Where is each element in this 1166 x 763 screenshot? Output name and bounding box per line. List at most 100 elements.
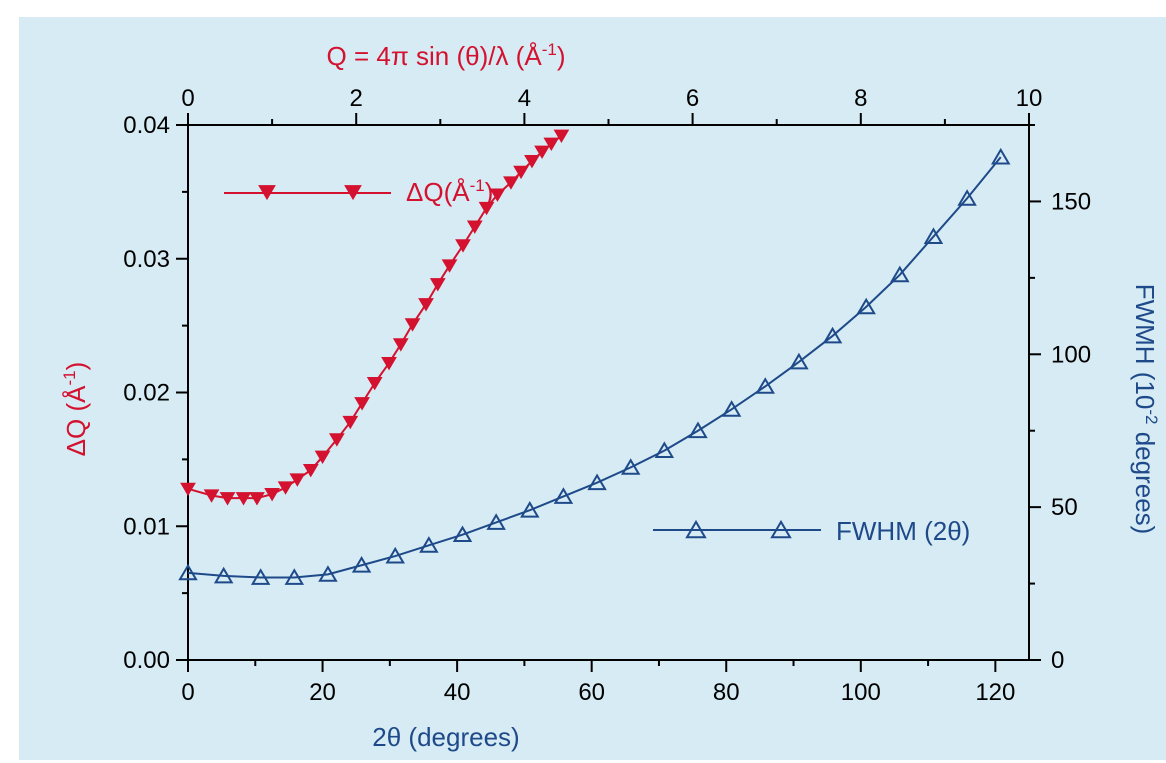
fwhm-series-point: [520, 501, 540, 518]
x-top-tick-label: 2: [350, 85, 363, 112]
fwhm-series-point: [587, 473, 607, 491]
dq-series-point: [478, 201, 495, 216]
y-left-tick-label: 0.03: [123, 246, 170, 273]
y-right-axis-label: FWMH (10-2 degrees): [1130, 284, 1161, 535]
fwhm-series-point: [957, 189, 977, 206]
x-top-axis-label-end: ): [557, 41, 566, 71]
x-bottom-tick-label: 20: [309, 679, 336, 706]
y-left-tick-label: 0.00: [123, 647, 170, 674]
dq-series-point: [534, 145, 550, 160]
legend-dq-label-sup: -1: [470, 176, 485, 195]
x-top-axis-label-sup: -1: [542, 40, 557, 59]
x-bottom-tick-label: 100: [841, 679, 881, 706]
dq-series-point: [441, 259, 458, 273]
y-left-axis-label-end: ): [61, 362, 91, 371]
fwhm-series-line: [187, 156, 1002, 579]
dq-series-point: [381, 356, 397, 371]
dq-series-point: [418, 298, 434, 312]
fwhm-series-point: [284, 568, 305, 585]
fwhm-series-point: [351, 556, 372, 573]
dq-series-point: [289, 473, 306, 487]
x-top-tick-label: 10: [1016, 85, 1043, 112]
dq-series-point: [314, 450, 331, 464]
dq-series-point: [342, 415, 359, 430]
dq-series-point: [219, 492, 236, 506]
legend-dq-marker: [344, 185, 362, 201]
dq-series-point: [366, 377, 383, 391]
fwhm-series-point: [452, 525, 473, 543]
legend-dq-marker: [258, 185, 276, 201]
legend-fwhm-marker: [770, 519, 792, 539]
x-bottom-tick-label: 0: [181, 679, 194, 706]
dq-series-point: [503, 176, 519, 190]
chart-svg: 0 20 40 60 80 100 120 0 2 4 6 8 10 0.00 0.01 0.02 0.03 0.…: [60, 40, 1161, 752]
y-left-axis-label: ΔQ (Å-1): [60, 362, 91, 457]
fwhm-series-point: [419, 536, 439, 553]
x-bottom-tick-label: 40: [444, 679, 471, 706]
dq-series-point: [328, 433, 345, 447]
dq-series-point: [302, 463, 319, 478]
dq-series-point: [203, 489, 220, 503]
x-top-tick-label: 8: [854, 85, 867, 112]
dq-series-point: [404, 318, 421, 332]
fwhm-series-point: [856, 297, 876, 315]
fwhm-series-point: [385, 546, 405, 564]
dq-series-point: [277, 481, 294, 495]
dq-series-point: [513, 165, 529, 180]
x-bottom-tick-label: 120: [975, 679, 1015, 706]
legend-fwhm-marker: [685, 519, 707, 539]
dq-series-point: [489, 188, 506, 202]
y-right-tick-label: 100: [1051, 341, 1091, 368]
fwhm-series-point: [486, 513, 506, 530]
legend-fwhm-label: FWHM (2θ): [836, 516, 970, 546]
x-top-axis-label: Q = 4π sin (θ)/λ (Å-1): [327, 40, 566, 71]
y-right-tick-label: 0: [1051, 647, 1064, 674]
legend-dq-label: ΔQ(Å-1): [406, 176, 493, 207]
dq-series-point: [354, 397, 370, 411]
fwhm-series-point: [688, 421, 708, 439]
fwhm-series-point: [318, 565, 338, 582]
fwhm-series-point: [213, 566, 234, 584]
dq-series-point: [235, 492, 252, 506]
dq-series-point: [429, 278, 446, 292]
y-right-axis-label-sup: -2: [1142, 409, 1161, 424]
fwhm-series-point: [755, 377, 776, 394]
x-top-tick-label: 4: [518, 85, 531, 112]
y-left-axis-label-main: ΔQ (Å: [61, 385, 91, 456]
axes-layer: [187, 124, 1030, 661]
x-top-tick-label: 6: [686, 85, 699, 112]
legend-dq-label-end: ): [485, 177, 494, 207]
y-right-axis-label-main: FWMH (10: [1130, 284, 1160, 410]
fwhm-series-point: [721, 400, 742, 417]
legend-layer: [224, 185, 821, 539]
dq-series-point: [466, 220, 483, 234]
dq-series-point: [455, 239, 471, 253]
fwhm-series-point: [990, 147, 1011, 165]
y-right-tick-label: 150: [1051, 188, 1091, 215]
legend-dq-label-main: ΔQ(Å: [406, 177, 470, 207]
x-bottom-tick-label: 80: [713, 679, 740, 706]
x-top-tick-label: 0: [181, 85, 194, 112]
ticks-layer: 0 20 40 60 80 100 120 0 2 4 6 8 10 0.00 0.01 0.02 0.03 0.…: [123, 85, 1091, 706]
x-bottom-axis-label: 2θ (degrees): [372, 722, 519, 752]
fwhm-series-point: [789, 352, 809, 370]
x-bottom-tick-label: 60: [578, 679, 605, 706]
y-left-axis-label-sup: -1: [60, 370, 79, 385]
y-left-tick-label: 0.04: [123, 112, 170, 139]
fwhm-series-point: [178, 563, 198, 581]
fwhm-series-point: [553, 487, 574, 504]
series-layer: [178, 129, 1011, 585]
dq-series-point: [524, 155, 540, 169]
dq-series-point: [249, 492, 265, 506]
chart-figure: 0 20 40 60 80 100 120 0 2 4 6 8 10 0.00 0.01 0.02 0.03 0.…: [19, 17, 1166, 760]
fwhm-series-point: [890, 265, 910, 283]
fwhm-series-point: [250, 568, 271, 585]
y-left-tick-label: 0.02: [123, 380, 170, 407]
plot-frame: [187, 124, 1030, 661]
y-right-axis-label-end: degrees): [1130, 424, 1160, 534]
fwhm-series-point: [654, 441, 675, 458]
fwhm-series-point: [822, 326, 843, 344]
y-left-tick-label: 0.01: [123, 513, 170, 540]
dq-series-point: [180, 482, 196, 497]
fwhm-series-point: [923, 227, 944, 244]
